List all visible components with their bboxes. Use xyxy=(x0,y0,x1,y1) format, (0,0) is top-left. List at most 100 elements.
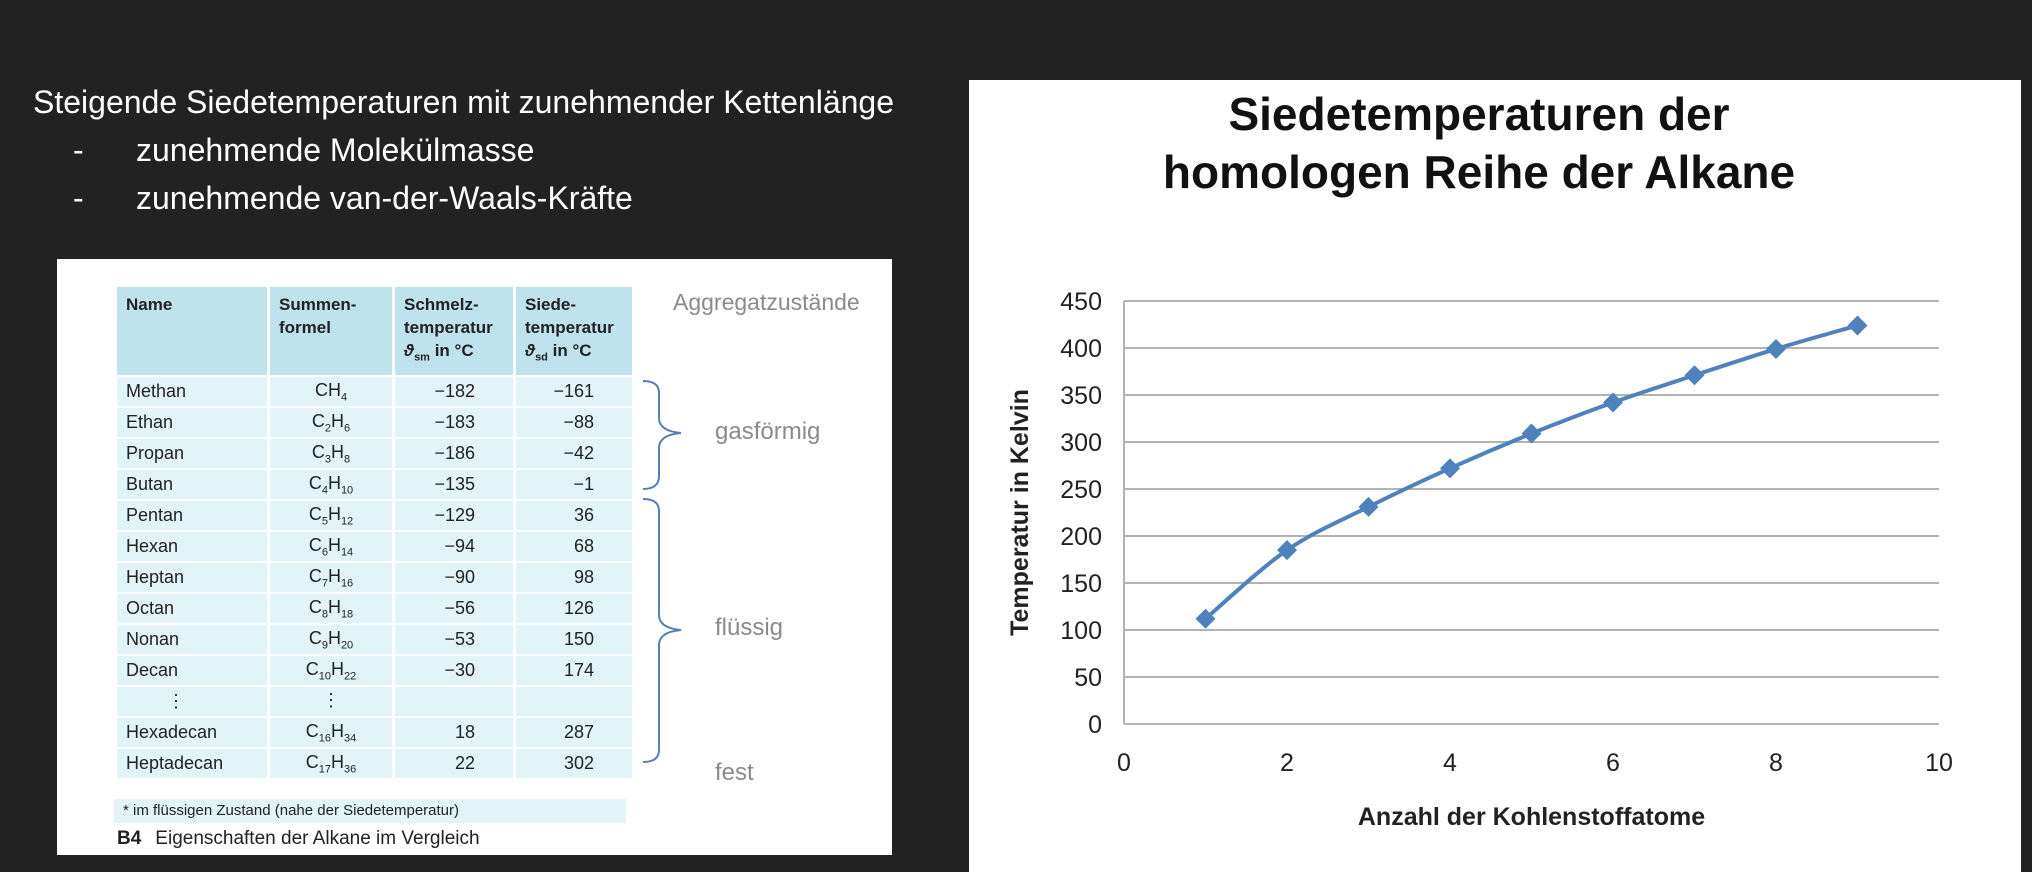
boiling-value: 68 xyxy=(573,536,594,557)
boiling-value: 287 xyxy=(563,722,594,743)
slide-heading: Steigende Siedetemperaturen mit zunehmen… xyxy=(33,84,895,120)
table-row: Heptadecan C17H36 22 302 xyxy=(117,747,632,779)
header-boiling-line3: ϑsd in °C xyxy=(525,339,623,369)
formula-c-count: 6 xyxy=(321,546,328,559)
bullet-text: zunehmende van-der-Waals-Kräfte xyxy=(136,180,633,216)
melting-value: −94 xyxy=(444,536,475,557)
chart-title: Siedetemperaturen der homologen Reihe de… xyxy=(1089,85,1869,201)
formula-h: H xyxy=(327,380,341,401)
alkane-name: Decan xyxy=(126,660,179,681)
slide-text: Steigende Siedetemperaturen mit zunehmen… xyxy=(33,78,894,222)
x-tick-label: 0 xyxy=(1117,749,1131,777)
table-row: Pentan C5H12 −129 36 xyxy=(117,499,632,531)
cell-boiling: 36 xyxy=(516,499,632,531)
alkane-name: Hexan xyxy=(126,536,179,557)
formula-h: H xyxy=(327,504,341,525)
cell-name: Propan xyxy=(117,437,267,469)
formula-c-count: 9 xyxy=(321,639,328,652)
cell-formula: C2H6 xyxy=(270,406,392,438)
x-axis-label: Anzahl der Kohlenstoffatome xyxy=(1358,803,1705,831)
alkane-name: Heptan xyxy=(126,567,185,588)
data-point xyxy=(1277,540,1297,561)
formula-c-count: 2 xyxy=(324,422,331,435)
cell-name: Heptadecan xyxy=(117,747,267,779)
cell-name: Hexan xyxy=(117,530,267,562)
alkane-table-image: Name Summen- formel Schmelz- temperatur … xyxy=(57,259,892,855)
cell-name: Decan xyxy=(117,654,267,686)
cell-name: Methan xyxy=(117,375,267,407)
caption-text: Eigenschaften der Alkane im Vergleich xyxy=(155,828,480,849)
melting-subscript: sm xyxy=(414,351,430,364)
cell-formula: C16H34 xyxy=(270,716,392,748)
table-row: Butan C4H10 −135 −1 xyxy=(117,468,632,500)
formula-h: H xyxy=(331,442,344,463)
bullet-marker: - xyxy=(73,132,84,168)
formula-c: C xyxy=(308,535,322,556)
melting-value: −135 xyxy=(434,474,475,495)
formula-h-count: 12 xyxy=(340,515,354,528)
formula-c: C xyxy=(305,659,319,680)
table-body: Methan CH4 −182 −161 Ethan C2H6 −183 −88 Propan C… xyxy=(117,375,632,779)
liquid-bracket xyxy=(642,498,682,763)
melting-value: −53 xyxy=(444,629,475,650)
cell-formula: CH4 xyxy=(270,375,392,407)
formula-h-count: 22 xyxy=(344,670,357,683)
melting-value: −182 xyxy=(434,381,475,402)
melting-value: −183 xyxy=(434,412,475,433)
formula-c: C xyxy=(305,752,319,773)
cell-melting: −135 xyxy=(395,468,513,500)
series-line xyxy=(1204,323,1859,621)
cell-melting: −182 xyxy=(395,375,513,407)
formula-h-count: 10 xyxy=(340,484,354,497)
chart-title-line1: Siedetemperaturen der xyxy=(1228,88,1730,140)
cell-boiling: 98 xyxy=(516,561,632,593)
table-page: Name Summen- formel Schmelz- temperatur … xyxy=(87,275,891,855)
cell-melting: −183 xyxy=(395,406,513,438)
y-tick-label: 150 xyxy=(1060,570,1102,598)
table-row: Nonan C9H20 −53 150 xyxy=(117,623,632,655)
melting-value: −56 xyxy=(444,598,475,619)
formula-c-count: 3 xyxy=(324,453,331,466)
cell-name: Pentan xyxy=(117,499,267,531)
state-liquid: flüssig xyxy=(715,614,784,641)
header-melting-line2: temperatur xyxy=(404,318,493,337)
caption-label: B4 xyxy=(117,828,142,849)
alkane-properties-table: Name Summen- formel Schmelz- temperatur … xyxy=(114,287,635,779)
data-point xyxy=(1847,315,1868,336)
cell-formula: C17H36 xyxy=(270,747,392,779)
alkane-name: ⋮ xyxy=(167,691,185,712)
cell-boiling: −161 xyxy=(516,375,632,407)
cell-boiling: 302 xyxy=(516,747,632,779)
header-melting-line3: ϑsm in °C xyxy=(404,339,504,369)
melting-unit: in °C xyxy=(429,341,474,360)
formula-c: C xyxy=(308,566,322,587)
y-tick-label: 50 xyxy=(1074,664,1102,692)
cell-boiling: 68 xyxy=(516,530,632,562)
boiling-value: 98 xyxy=(573,567,594,588)
bullet-item: - zunehmende Molekülmasse xyxy=(33,126,894,174)
table-caption: B4 Eigenschaften der Alkane im Vergleich xyxy=(117,828,480,850)
state-brackets xyxy=(642,380,682,763)
formula-c: C xyxy=(305,721,319,742)
table-row: Hexadecan C16H34 18 287 xyxy=(117,716,632,748)
table-row: Propan C3H8 −186 −42 xyxy=(117,437,632,469)
cell-melting: −53 xyxy=(395,623,513,655)
y-tick-label: 0 xyxy=(1088,711,1102,739)
cell-boiling: −42 xyxy=(516,437,632,469)
boiling-value: −161 xyxy=(553,381,594,402)
x-tick-label: 8 xyxy=(1769,749,1783,777)
melting-value: −186 xyxy=(434,443,475,464)
y-tick-label: 350 xyxy=(1060,382,1102,410)
cell-boiling: 287 xyxy=(516,716,632,748)
formula-h: H xyxy=(331,721,344,742)
formula-c: C xyxy=(311,411,325,432)
table-row: Hexan C6H14 −94 68 xyxy=(117,530,632,562)
boiling-value: −1 xyxy=(573,474,594,495)
boiling-value: 36 xyxy=(573,505,594,526)
x-tick-label: 10 xyxy=(1925,749,1953,777)
formula-h: H xyxy=(327,566,341,587)
boiling-point-chart: Siedetemperaturen der homologen Reihe de… xyxy=(969,80,2021,872)
table-row: Methan CH4 −182 −161 xyxy=(117,375,632,407)
cell-formula: C4H10 xyxy=(270,468,392,500)
state-solid: fest xyxy=(715,759,754,786)
